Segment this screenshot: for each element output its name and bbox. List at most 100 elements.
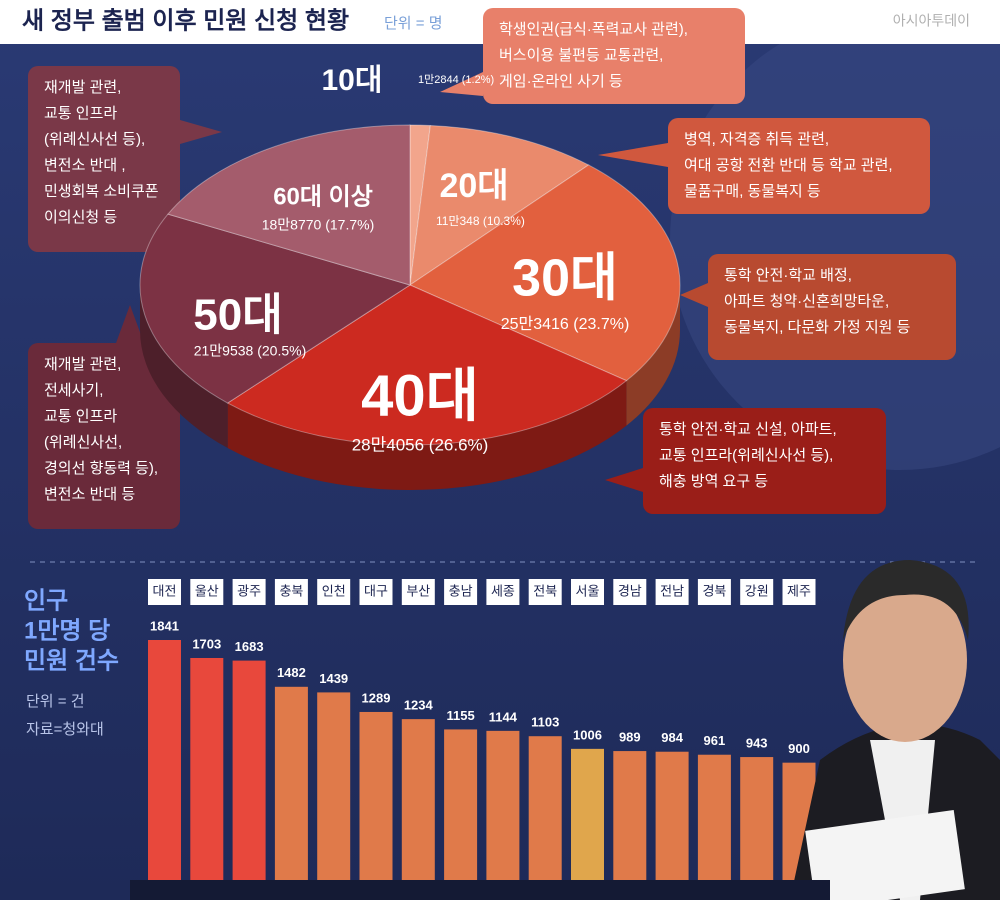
bar-base [130, 880, 830, 900]
bar [655, 751, 689, 880]
callout-text: 학생인권(급식·폭력교사 관련), [499, 21, 688, 38]
callout-text: 교통 인프라 [44, 408, 117, 425]
callout-text: 동물복지, 다문화 가정 지원 등 [724, 319, 911, 336]
callout-box [28, 343, 180, 529]
callout-text: 전세사기, [44, 382, 103, 399]
x-tick-label: 경남 [618, 583, 642, 598]
value-label: 1006 [573, 727, 602, 742]
value-label: 1841 [150, 618, 179, 633]
slice-value-label: 18만8770 (17.7%) [262, 217, 375, 233]
category-box [740, 579, 774, 605]
x-tick-label: 충남 [449, 583, 473, 598]
pie-slice [139, 213, 412, 404]
callout-text: 경의선 향동력 등), [44, 460, 158, 477]
bar [190, 657, 224, 880]
value-label: 989 [619, 730, 641, 745]
value-label: 1144 [489, 709, 518, 724]
value-label: 961 [704, 733, 726, 748]
category-box [528, 579, 562, 605]
value-label: 984 [661, 730, 683, 745]
x-tick-label: 충북 [279, 583, 303, 598]
pie-slice [167, 124, 411, 286]
hair [843, 560, 969, 640]
pie-side [626, 285, 680, 426]
category-box [486, 579, 520, 605]
callout-box [28, 66, 180, 252]
callout-box [668, 118, 930, 214]
x-tick-label: 인천 [322, 583, 346, 598]
slice-value-label: 11만348 (10.3%) [436, 214, 525, 228]
x-tick-label: 제주 [787, 583, 811, 598]
callout-text: (위례신사선 등), [44, 131, 145, 148]
bar [571, 748, 604, 880]
category-box [317, 579, 351, 605]
x-tick-label: 세종 [491, 583, 515, 598]
x-tick-label: 강원 [745, 583, 769, 598]
category-box [274, 579, 308, 605]
callout-pointer [116, 305, 144, 343]
category-box [697, 579, 731, 605]
callout-text: 아파트 청약·신혼희망타운, [724, 293, 889, 310]
x-tick-label: 전북 [533, 583, 557, 598]
face [843, 578, 967, 742]
bar-source: 자료=청와대 [26, 721, 104, 738]
callout-text: 버스이용 불편등 교통관련, [499, 47, 663, 64]
photo [790, 560, 1000, 900]
slice-value-label: 28만4056 (26.6%) [352, 435, 489, 454]
slice-value-label: 25만3416 (23.7%) [501, 315, 630, 333]
callout-pointer [440, 72, 483, 96]
bar [401, 719, 435, 880]
category-box [190, 579, 224, 605]
unit: 단위 = 명 [384, 15, 443, 32]
callout-text: 해충 방역 요구 등 [659, 473, 768, 490]
value-label: 1155 [446, 708, 474, 723]
bar [317, 692, 351, 880]
bar [613, 751, 647, 880]
slice-label: 30대 [512, 250, 618, 308]
value-label: 1439 [319, 671, 348, 686]
slice-label: 40대 [361, 363, 479, 428]
category-box [148, 579, 181, 605]
bar [359, 711, 393, 880]
callout-text: 민생회복 소비쿠폰 [44, 183, 159, 200]
callout-text: 교통 인프라 [44, 105, 117, 122]
callout-text: 변전소 반대 , [44, 157, 126, 174]
callout-text: 교통 인프라(위례신사선 등), [659, 447, 833, 464]
callout-text: 이의신청 등 [44, 209, 117, 226]
x-tick-label: 경북 [702, 583, 726, 598]
x-tick-label: 전남 [660, 583, 684, 598]
value-label: 900 [788, 741, 810, 756]
value-label: 1482 [277, 665, 306, 680]
pie-side [140, 285, 228, 449]
bar [486, 730, 520, 880]
paper [805, 809, 965, 900]
bar [444, 729, 478, 880]
bar-title: 인구 [24, 587, 68, 614]
value-label: 1289 [362, 690, 391, 705]
callout-pointer [605, 468, 643, 492]
value-label: 943 [746, 736, 768, 751]
pie-slice [409, 124, 590, 287]
x-tick-label: 부산 [406, 583, 430, 598]
callout-text: 통학 안전·학교 신설, 아파트, [659, 421, 837, 438]
callout-box [708, 254, 956, 360]
bar-title: 민원 건수 [24, 647, 119, 674]
callout-text: 게임·온라인 사기 등 [499, 73, 623, 90]
slice-value-label: 21만9538 (20.5%) [194, 343, 307, 359]
category-box [401, 579, 435, 605]
bar [697, 754, 731, 880]
x-tick-label: 서울 [576, 583, 600, 598]
callout-box [643, 408, 886, 514]
bar [148, 640, 181, 880]
callout-text: 물품구매, 동물복지 등 [684, 183, 821, 200]
x-tick-label: 대전 [153, 583, 177, 598]
pie-slice [226, 284, 628, 446]
category-box [359, 579, 393, 605]
bar [528, 736, 562, 880]
category-box [613, 579, 647, 605]
title: 새 정부 출범 이후 민원 신청 현황 [22, 7, 349, 34]
slice-label: 60대 이상 [273, 183, 373, 210]
bar-subtitle: 단위 = 건 [26, 693, 85, 710]
x-tick-label: 울산 [195, 583, 219, 598]
